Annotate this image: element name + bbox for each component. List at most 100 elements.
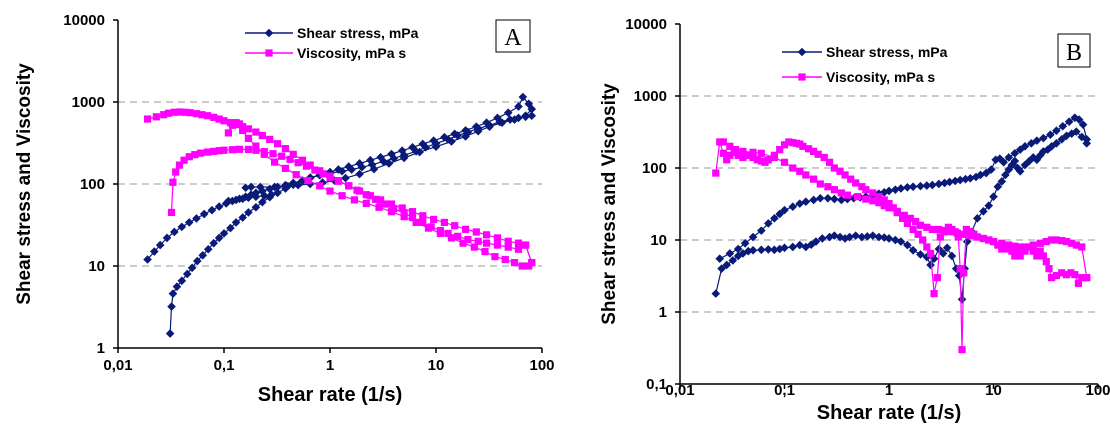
data-point [196, 149, 205, 157]
data-point [350, 196, 359, 204]
data-point [255, 182, 265, 192]
data-point [1074, 115, 1084, 124]
data-point [1042, 258, 1050, 266]
data-point [1010, 156, 1020, 166]
data-point [443, 135, 453, 144]
data-point [740, 238, 750, 248]
y-axis-title: Shear stress and Viscosity [14, 63, 35, 305]
data-point [717, 264, 726, 273]
data-point [501, 255, 509, 264]
data-point [192, 214, 201, 223]
data-point [244, 145, 253, 154]
data-point [495, 117, 505, 127]
data-point [889, 204, 897, 212]
data-point [175, 108, 184, 116]
x-tick-label: 100 [529, 357, 554, 374]
legend-label: Shear stress, mPa [297, 25, 419, 41]
data-point [167, 302, 176, 311]
data-point [1072, 127, 1081, 136]
data-point [362, 199, 370, 207]
data-point [824, 183, 832, 191]
data-point [835, 232, 845, 242]
data-point [780, 158, 789, 166]
y-axis-title: Shear stress and Viscosity [599, 83, 620, 325]
data-point [481, 247, 489, 256]
data-point [1074, 279, 1083, 287]
data-point [244, 208, 253, 217]
data-point [731, 146, 740, 154]
data-point [923, 223, 931, 231]
data-point [960, 269, 968, 277]
data-point [841, 171, 849, 179]
data-point [942, 243, 952, 253]
data-point [820, 153, 828, 162]
y-tick-label: 1000 [634, 88, 667, 105]
data-point [430, 215, 438, 224]
y-tick-label: 1 [97, 340, 105, 357]
data-point [816, 180, 824, 188]
data-point [880, 202, 888, 210]
data-point [1029, 247, 1037, 255]
data-point [830, 194, 839, 204]
data-point [421, 143, 431, 152]
data-point [1058, 121, 1068, 131]
data-point [273, 140, 282, 148]
data-point [302, 162, 311, 170]
data-point [764, 156, 772, 164]
data-point [1077, 132, 1087, 142]
data-point [1058, 237, 1066, 245]
data-point [473, 124, 483, 133]
data-point [1067, 269, 1075, 277]
x-tick-label: 10 [985, 382, 1002, 399]
data-point [1008, 247, 1016, 255]
data-point [514, 113, 523, 123]
data-point [900, 211, 908, 219]
data-point [143, 255, 152, 264]
data-point [1064, 117, 1074, 126]
data-point [862, 186, 870, 194]
data-point [962, 237, 972, 246]
data-point [149, 247, 159, 256]
data-point [726, 142, 734, 150]
legend-marker [797, 47, 807, 57]
data-point [192, 110, 201, 118]
data-point [734, 151, 742, 159]
data-point [172, 168, 180, 176]
data-point [858, 183, 866, 191]
data-point [785, 138, 793, 146]
data-point [1052, 272, 1061, 280]
data-point [210, 113, 218, 121]
data-point [764, 219, 773, 228]
data-point [210, 147, 218, 155]
data-point [369, 164, 379, 174]
data-point [1071, 271, 1079, 279]
panel-label-box [495, 19, 531, 53]
data-point [527, 104, 537, 114]
data-point [775, 209, 785, 219]
data-point [180, 156, 188, 164]
data-point [1004, 153, 1014, 162]
data-point [739, 147, 747, 156]
data-point [757, 226, 766, 235]
data-point [1036, 247, 1044, 255]
data-point [966, 228, 974, 236]
data-point [381, 200, 389, 208]
legend-marker [265, 49, 273, 57]
data-point [928, 180, 937, 190]
data-point [510, 259, 519, 267]
data-point [224, 196, 233, 206]
data-point [1025, 243, 1033, 251]
data-point [389, 154, 399, 163]
data-point [802, 171, 810, 179]
data-point [893, 207, 901, 215]
data-point [999, 157, 1008, 167]
data-point [288, 180, 298, 190]
data-point [789, 164, 797, 172]
data-point [715, 254, 725, 263]
data-point [948, 228, 956, 236]
data-point [252, 142, 260, 150]
data-point [270, 158, 279, 166]
data-point [187, 263, 197, 273]
data-point [1083, 274, 1091, 282]
